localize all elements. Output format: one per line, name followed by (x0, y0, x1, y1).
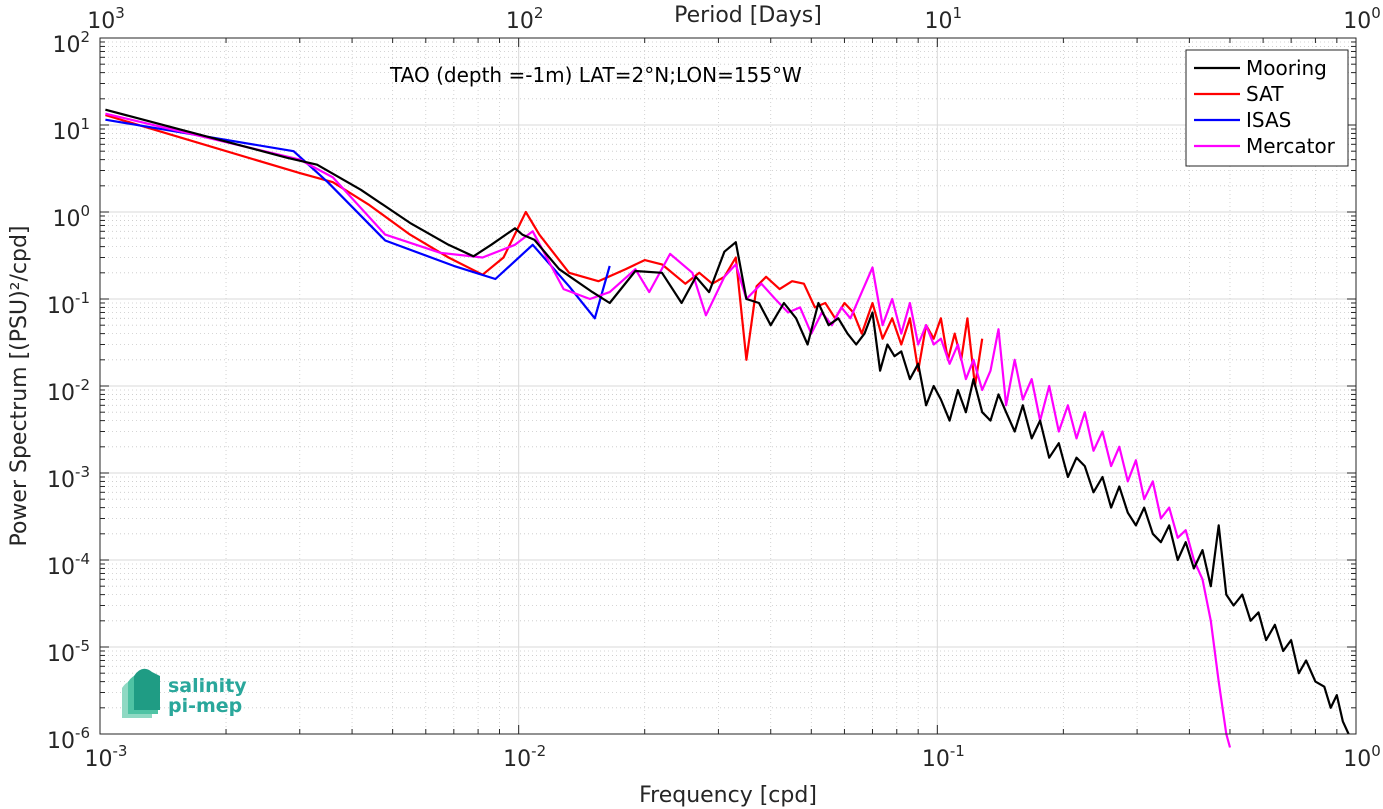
top-tick-label: 100 (1343, 4, 1381, 34)
y-tick-label: 100 (52, 202, 90, 232)
x-tick-label: 10-2 (503, 742, 546, 772)
legend-label-isas: ISAS (1246, 108, 1291, 132)
x-tick-label: 10-1 (922, 742, 965, 772)
y-tick-label: 10-5 (47, 637, 90, 667)
salinity-pi-mep-logo: salinity pi-mep (122, 668, 247, 718)
legend-label-mercator: Mercator (1246, 134, 1336, 158)
x-tick-label: 100 (1343, 742, 1381, 772)
y-tick-label: 10-3 (47, 463, 90, 493)
legend-label-mooring: Mooring (1246, 56, 1327, 80)
x-tick-label: 10-3 (85, 742, 128, 772)
ticks (99, 37, 1357, 735)
top-tick-label: 101 (925, 4, 963, 34)
x-axis-title: Frequency [cpd] (639, 783, 817, 808)
legend-label-sat: SAT (1246, 82, 1284, 106)
series-line-mooring (105, 108, 1350, 735)
y-tick-label: 10-4 (47, 550, 90, 580)
y-tick-label: 10-1 (47, 289, 90, 319)
y-tick-label: 10-6 (47, 724, 90, 754)
series-layer (105, 108, 1350, 748)
series-line-mercator (105, 112, 1232, 748)
logo-line-1: salinity (168, 675, 247, 697)
top-tick-label: 102 (506, 4, 544, 34)
y-tick-label: 102 (52, 28, 90, 58)
top-axis-title: Period [Days] (674, 3, 822, 28)
y-axis-title: Power Spectrum [(PSU)²/cpd] (7, 225, 32, 546)
top-tick-label: 103 (87, 4, 125, 34)
logo-wave-icon (122, 668, 160, 718)
logo-line-2: pi-mep (168, 695, 242, 717)
plot-annotation: TAO (depth =-1m) LAT=2°N;LON=155°W (389, 63, 802, 87)
y-tick-label: 10-2 (47, 376, 90, 406)
y-tick-label: 101 (52, 115, 90, 145)
